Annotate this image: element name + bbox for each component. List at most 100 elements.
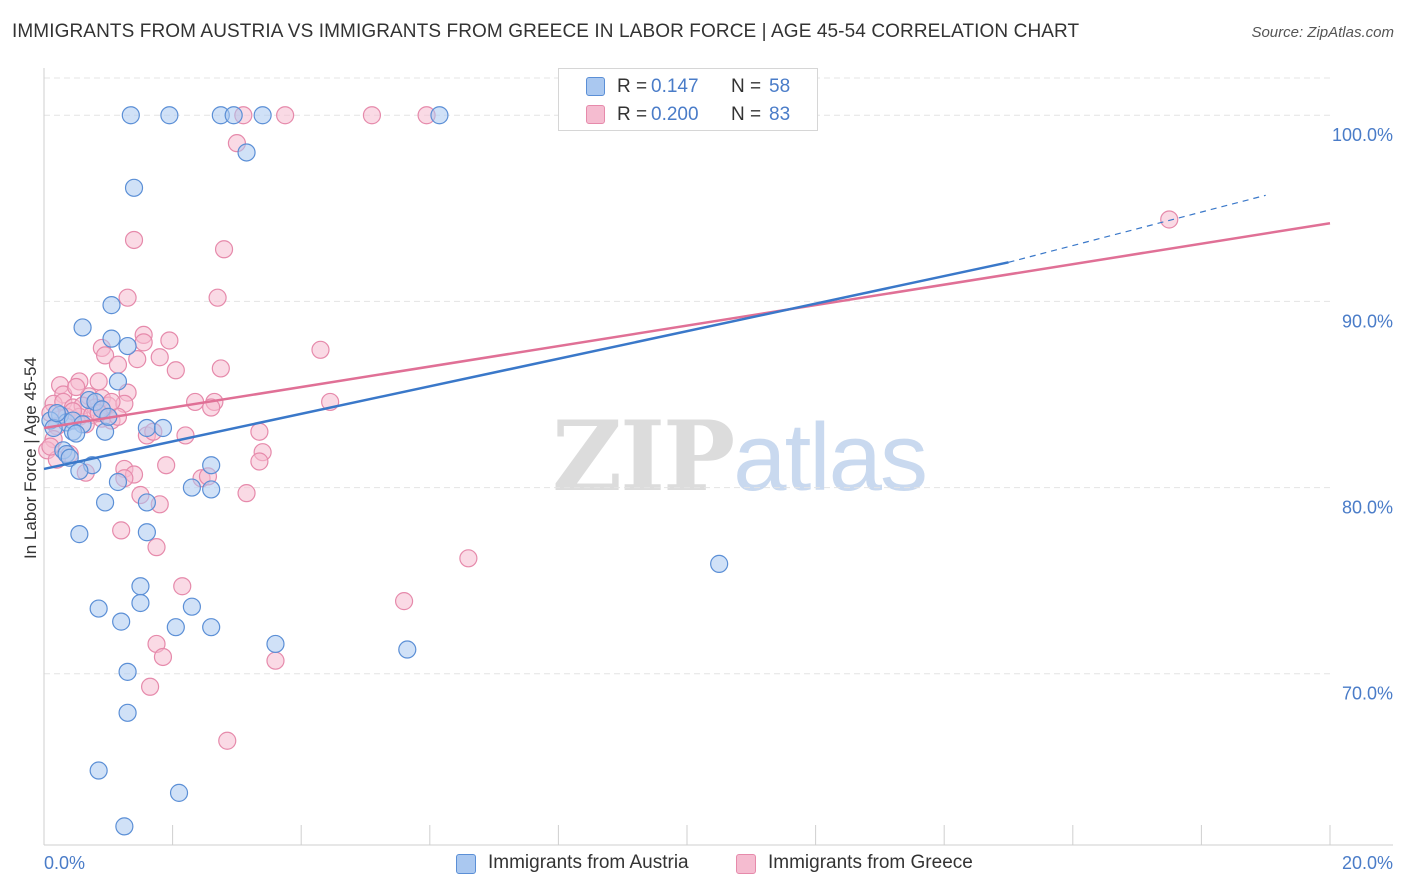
watermark-zip: ZIP	[552, 400, 735, 513]
stats-legend: R = 0.147 N = 58 R = 0.200 N = 83	[558, 68, 818, 131]
data-point-greece	[208, 288, 227, 307]
data-point-greece	[153, 647, 173, 667]
legend-swatch-austria	[456, 854, 476, 874]
data-point-greece	[173, 577, 192, 596]
data-point-austria	[118, 662, 137, 681]
data-point-austria	[95, 422, 115, 441]
series-austria-points	[41, 106, 729, 836]
data-point-austria	[182, 597, 201, 616]
axes	[43, 68, 1393, 846]
gridlines	[44, 77, 1330, 675]
x-tick-label-max: 20.0%	[1342, 853, 1393, 873]
legend-r-label: R =	[617, 76, 648, 97]
data-point-austria	[67, 424, 86, 443]
legend-r-label: R =	[617, 104, 648, 125]
series-greece-points	[38, 106, 1179, 750]
data-point-austria	[121, 106, 140, 125]
legend-n-label: N =	[731, 104, 762, 125]
data-point-austria	[112, 612, 131, 631]
y-tick-label: 90.0%	[1342, 311, 1393, 331]
data-point-austria	[131, 577, 150, 596]
data-point-greece	[214, 240, 234, 259]
data-point-greece	[157, 456, 176, 475]
data-point-greece	[266, 651, 285, 670]
legend-label-greece: Immigrants from Greece	[768, 852, 973, 873]
data-point-austria	[70, 525, 89, 544]
y-tick-label: 80.0%	[1342, 498, 1393, 518]
data-point-austria	[253, 106, 272, 125]
data-point-austria	[131, 593, 150, 613]
data-point-austria	[73, 318, 92, 337]
watermark-atlas: atlas	[733, 404, 928, 511]
y-tick-label: 70.0%	[1342, 684, 1393, 704]
data-point-austria	[102, 329, 121, 348]
data-point-greece	[108, 355, 128, 374]
chart-title: IMMIGRANTS FROM AUSTRIA VS IMMIGRANTS FR…	[12, 21, 1080, 42]
data-point-greece	[150, 348, 169, 367]
data-point-greece	[112, 521, 131, 540]
data-point-austria	[160, 106, 179, 125]
data-point-austria	[430, 106, 449, 125]
data-point-austria	[124, 178, 144, 197]
data-point-greece	[67, 377, 86, 397]
data-point-greece	[176, 426, 195, 445]
data-point-austria	[182, 478, 201, 497]
data-point-austria	[89, 761, 108, 780]
data-point-greece	[362, 106, 382, 125]
data-point-greece	[95, 346, 115, 365]
data-point-austria	[153, 418, 173, 438]
data-point-austria	[118, 703, 137, 722]
tick-labels: 70.0% 80.0% 90.0% 100.0% 0.0% 20.0%	[44, 125, 1393, 873]
data-point-greece	[218, 731, 237, 750]
data-point-austria	[95, 493, 115, 512]
data-point-greece	[394, 592, 414, 611]
data-point-greece	[134, 333, 153, 352]
data-point-greece	[1160, 210, 1179, 229]
legend-swatch-greece	[586, 105, 605, 124]
data-point-austria	[137, 523, 156, 542]
data-point-greece	[237, 484, 256, 503]
data-point-greece	[89, 372, 108, 391]
legend-r-value: 0.147	[651, 76, 699, 97]
data-point-austria	[47, 403, 66, 423]
data-point-austria	[202, 456, 221, 475]
data-point-austria	[118, 336, 137, 356]
data-point-austria	[710, 554, 729, 573]
legend-n-value: 83	[769, 104, 791, 125]
data-point-greece	[166, 361, 185, 380]
data-point-greece	[124, 230, 144, 250]
trend-line-austria	[43, 261, 1009, 471]
watermark: ZIPatlas	[552, 400, 928, 513]
data-point-greece	[128, 350, 147, 369]
legend-n-value: 58	[769, 76, 791, 97]
data-point-greece	[311, 340, 330, 359]
data-point-greece	[118, 288, 137, 307]
data-point-austria	[266, 634, 285, 654]
trend-line-austria-extension	[1008, 194, 1266, 263]
legend-r-value: 0.200	[651, 104, 699, 125]
data-point-greece	[250, 452, 269, 471]
legend-n-label: N =	[731, 76, 762, 97]
data-point-austria	[224, 106, 243, 125]
data-point-austria	[237, 143, 256, 162]
data-point-austria	[102, 296, 121, 315]
y-axis-label: In Labor Force | Age 45-54	[21, 357, 40, 559]
data-point-greece	[160, 331, 179, 350]
trend-line-greece	[43, 221, 1331, 430]
data-point-austria	[70, 461, 89, 480]
data-point-austria	[108, 372, 128, 391]
data-point-austria	[202, 618, 221, 637]
data-point-austria	[108, 472, 128, 492]
legend-label-austria: Immigrants from Austria	[488, 852, 689, 873]
trend-lines	[43, 194, 1331, 471]
y-tick-label: 100.0%	[1332, 125, 1393, 145]
data-point-greece	[276, 106, 295, 125]
data-point-greece	[250, 422, 269, 441]
data-point-austria	[115, 817, 134, 836]
data-point-austria	[398, 640, 417, 659]
legend-swatch-greece	[736, 854, 756, 874]
data-point-greece	[459, 549, 478, 568]
data-point-austria	[137, 493, 156, 512]
data-point-greece	[147, 538, 166, 557]
